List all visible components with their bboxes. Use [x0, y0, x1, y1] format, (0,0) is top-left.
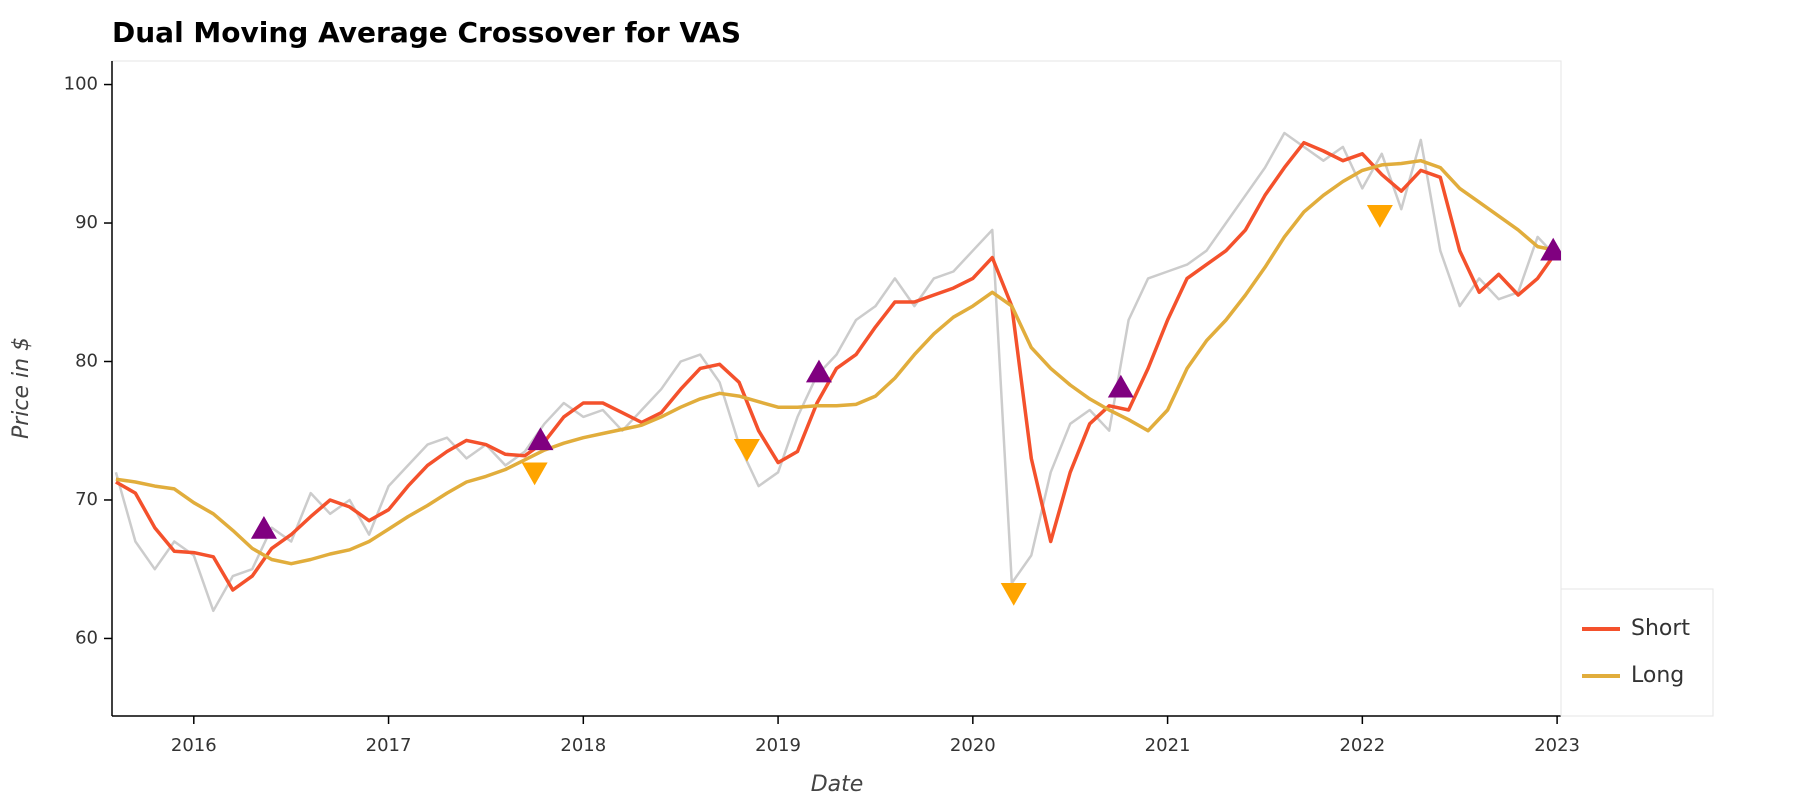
legend-box — [1560, 588, 1714, 717]
x-axis-label: Date — [811, 772, 864, 797]
x-tick-label: 2019 — [755, 735, 801, 756]
buy-marker — [805, 359, 832, 383]
x-tick-label: 2016 — [171, 735, 217, 756]
x-tick-label: 2022 — [1339, 735, 1385, 756]
buy-marker — [527, 427, 554, 451]
series-line — [115, 158, 1558, 566]
plot-area — [114, 131, 1561, 613]
x-tick-label: 2021 — [1145, 735, 1191, 756]
y-tick-label: 90 — [75, 212, 98, 233]
x-tick-label: 2023 — [1534, 735, 1580, 756]
sell-marker — [1000, 583, 1027, 606]
x-tick-label: 2018 — [560, 735, 606, 756]
buy-marker — [250, 516, 277, 539]
buy-marker — [1107, 374, 1134, 398]
y-tick-label: 80 — [75, 350, 98, 371]
legend-label: Long — [1631, 663, 1684, 688]
chart-title: Dual Moving Average Crossover for VAS — [112, 16, 741, 49]
sell-marker — [733, 438, 760, 462]
sell-marker — [1366, 204, 1393, 228]
y-tick-label: 70 — [75, 489, 98, 510]
buy-marker — [1540, 237, 1561, 261]
x-tick-label: 2020 — [950, 735, 996, 756]
x-tick-label: 2017 — [366, 735, 412, 756]
y-tick-label: 60 — [75, 627, 98, 648]
sell-marker — [521, 462, 548, 486]
y-tick-label: 100 — [64, 74, 98, 95]
series-line — [115, 140, 1559, 592]
legend-label: Short — [1631, 616, 1690, 641]
y-axis-label: Price in $ — [9, 337, 34, 439]
